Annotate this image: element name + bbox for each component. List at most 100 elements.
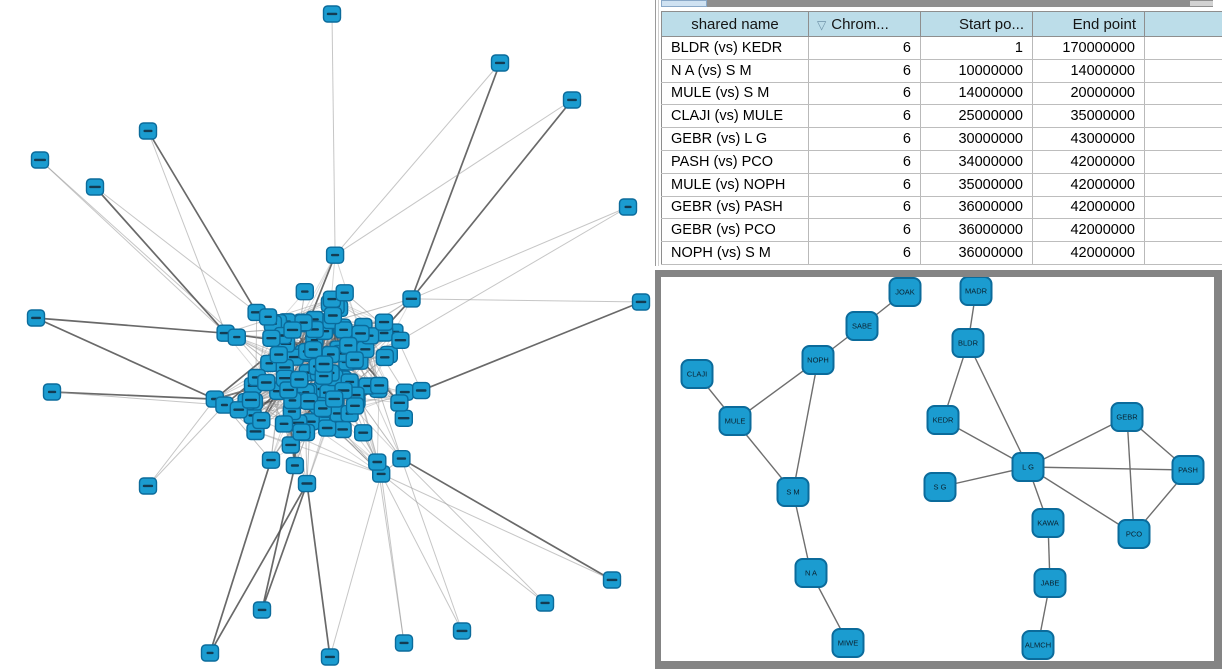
network-node[interactable] xyxy=(339,336,358,355)
network-node[interactable] xyxy=(227,328,247,346)
network-node[interactable] xyxy=(318,419,337,437)
network-node[interactable] xyxy=(138,477,158,495)
table-row[interactable]: PASH (vs) PCO6340000004200000011.4 xyxy=(661,150,1222,174)
network-node[interactable] xyxy=(394,634,414,652)
network-node[interactable] xyxy=(283,321,302,339)
network-node[interactable] xyxy=(262,329,281,347)
column-header-end-point[interactable]: End point xyxy=(1032,11,1145,37)
network-node[interactable]: S M xyxy=(776,477,810,507)
network-node[interactable]: N A xyxy=(794,558,828,588)
network-node[interactable] xyxy=(323,306,343,325)
table-row[interactable]: GEBR (vs) L G6300000004300000016.9 xyxy=(661,127,1222,151)
network-node[interactable] xyxy=(252,411,271,430)
network-node[interactable] xyxy=(631,293,651,311)
network-node[interactable] xyxy=(562,91,582,109)
network-node[interactable] xyxy=(325,246,345,264)
network-node[interactable] xyxy=(292,423,311,441)
node-label xyxy=(344,344,353,347)
network-node[interactable]: S G xyxy=(923,472,957,502)
network-node[interactable]: MULE xyxy=(718,406,752,436)
subnetwork-view[interactable]: JOAK MADR SABE BLDR NOPH CLAJI GEBR KEDR MULE L G… xyxy=(661,277,1214,661)
network-node[interactable] xyxy=(375,348,394,367)
subnetwork-edge xyxy=(1126,416,1135,535)
table-row[interactable]: GEBR (vs) PCO636000000420000008.4 xyxy=(661,218,1222,243)
network-node[interactable]: JABE xyxy=(1033,568,1067,598)
column-header-shared-name[interactable]: shared name xyxy=(661,11,809,37)
large-network-view[interactable] xyxy=(0,0,655,669)
network-node[interactable] xyxy=(618,198,638,216)
network-node[interactable] xyxy=(333,420,352,439)
network-node[interactable] xyxy=(351,324,370,343)
network-node[interactable] xyxy=(345,351,364,369)
column-header-start-point[interactable]: Start po... xyxy=(920,11,1033,37)
table-row[interactable]: MULE (vs) S M614000000200000007.5 xyxy=(661,82,1222,106)
network-node[interactable] xyxy=(334,321,353,339)
network-node[interactable] xyxy=(304,340,323,359)
network-node[interactable]: MADR xyxy=(959,277,993,306)
network-node[interactable] xyxy=(290,370,309,389)
network-node[interactable] xyxy=(354,424,373,442)
network-node[interactable]: NOPH xyxy=(801,345,835,375)
network-node[interactable] xyxy=(295,283,314,301)
table-row[interactable]: BLDR (vs) KEDR61170000000192.0 xyxy=(661,36,1222,60)
network-node[interactable] xyxy=(138,122,158,140)
table-row[interactable]: MULE (vs) NOPH6350000004200000010.5 xyxy=(661,173,1222,197)
table-row[interactable]: CLAJI (vs) MULE625000000350000005.9 xyxy=(661,104,1222,129)
network-node[interactable]: KAWA xyxy=(1031,508,1065,538)
network-node[interactable] xyxy=(26,309,46,327)
network-node[interactable] xyxy=(261,451,281,469)
network-node[interactable] xyxy=(374,313,394,331)
network-node[interactable]: BLDR xyxy=(951,328,985,358)
network-node[interactable] xyxy=(258,308,278,326)
network-node[interactable]: MIWE xyxy=(831,628,865,658)
network-node[interactable] xyxy=(452,622,472,640)
network-node[interactable] xyxy=(285,456,305,475)
network-node[interactable]: JOAK xyxy=(888,277,922,307)
network-node[interactable]: L G xyxy=(1011,452,1045,482)
network-node[interactable]: ALMCH xyxy=(1021,630,1055,660)
network-node[interactable] xyxy=(274,415,294,433)
network-node[interactable] xyxy=(241,391,261,409)
network-node[interactable] xyxy=(200,644,220,662)
network-node[interactable] xyxy=(314,355,334,373)
table-horizontal-scrollbar[interactable] xyxy=(661,0,1213,7)
network-node[interactable] xyxy=(392,450,411,468)
network-node[interactable] xyxy=(394,409,413,427)
network-node[interactable] xyxy=(252,601,272,619)
column-header-chromosome[interactable]: ▽ Chrom... xyxy=(808,11,921,37)
network-node[interactable] xyxy=(257,373,276,392)
column-header-genetic[interactable]: Genetic... xyxy=(1144,11,1222,37)
network-node[interactable] xyxy=(325,390,344,408)
network-node[interactable] xyxy=(402,290,421,308)
network-node[interactable] xyxy=(269,346,288,364)
scrollbar-thumb[interactable] xyxy=(661,0,707,7)
table-row[interactable]: GEBR (vs) PASH636000000420000008.9 xyxy=(661,196,1222,220)
network-node[interactable] xyxy=(335,284,354,302)
network-node[interactable] xyxy=(535,594,555,612)
network-node[interactable] xyxy=(299,392,319,410)
network-node[interactable] xyxy=(215,396,234,414)
network-node[interactable] xyxy=(297,474,317,493)
network-node[interactable] xyxy=(322,5,342,23)
network-node[interactable] xyxy=(490,54,510,72)
network-node[interactable]: GEBR xyxy=(1110,402,1144,432)
network-node[interactable] xyxy=(368,453,387,471)
network-node[interactable] xyxy=(281,436,300,454)
network-node[interactable] xyxy=(370,376,389,395)
network-node[interactable] xyxy=(391,331,410,349)
network-node[interactable] xyxy=(320,648,340,666)
table-row[interactable]: N A (vs) S M610000000140000006.6 xyxy=(661,59,1222,83)
network-node[interactable]: PASH xyxy=(1171,455,1205,485)
network-node[interactable] xyxy=(85,178,105,196)
network-node[interactable] xyxy=(412,381,431,400)
table-row[interactable]: NOPH (vs) S M636000000420000009.9 xyxy=(661,241,1222,265)
network-node[interactable] xyxy=(42,383,62,401)
network-node[interactable]: SABE xyxy=(845,311,879,341)
network-node[interactable]: PCO xyxy=(1117,519,1151,549)
network-node[interactable] xyxy=(390,394,409,412)
network-node[interactable]: CLAJI xyxy=(680,359,714,389)
network-node[interactable] xyxy=(345,397,365,415)
network-node[interactable]: KEDR xyxy=(926,405,960,435)
network-node[interactable] xyxy=(602,571,622,589)
network-node[interactable] xyxy=(30,151,50,169)
